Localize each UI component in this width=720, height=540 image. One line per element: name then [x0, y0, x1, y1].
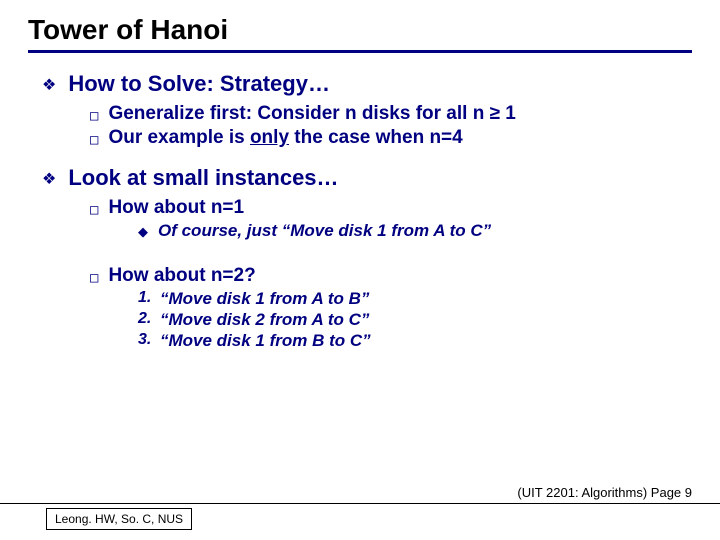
- section-heading-1: ❖ How to Solve: Strategy…: [42, 71, 692, 97]
- slide-title: Tower of Hanoi: [28, 14, 692, 53]
- sub-list-item: ◆ Of course, just “Move disk 1 from A to…: [138, 221, 692, 241]
- numbered-step: 3. “Move disk 1 from B to C”: [138, 331, 692, 351]
- list-item-text: Our example is only the case when n=4: [108, 127, 462, 149]
- square-bullet-icon: □: [90, 270, 98, 286]
- section-heading-1-text: How to Solve: Strategy…: [68, 71, 330, 97]
- numbered-step: 2. “Move disk 2 from A to C”: [138, 310, 692, 330]
- numbered-step: 1. “Move disk 1 from A to B”: [138, 289, 692, 309]
- square-bullet-icon: □: [90, 108, 98, 124]
- list-item: □ Generalize first: Consider n disks for…: [90, 103, 692, 125]
- list-item: □ How about n=2?: [90, 265, 692, 287]
- diamond-bullet-icon: ❖: [42, 169, 56, 189]
- section-heading-2: ❖ Look at small instances…: [42, 165, 692, 191]
- list-item-text: How about n=1: [108, 197, 244, 219]
- text-fragment: the case when n=4: [289, 127, 463, 148]
- square-bullet-icon: □: [90, 202, 98, 218]
- author-box: Leong. HW, So. C, NUS: [46, 508, 192, 530]
- step-text: “Move disk 1 from B to C”: [160, 331, 371, 351]
- step-number: 3.: [138, 331, 160, 349]
- footer-rule: [0, 503, 720, 504]
- step-number: 2.: [138, 310, 160, 328]
- step-text: “Move disk 2 from A to C”: [160, 310, 369, 330]
- solid-diamond-bullet-icon: ◆: [138, 224, 148, 240]
- diamond-bullet-icon: ❖: [42, 75, 56, 95]
- square-bullet-icon: □: [90, 132, 98, 148]
- list-item: □ How about n=1: [90, 197, 692, 219]
- list-item-text: Generalize first: Consider n disks for a…: [108, 103, 515, 125]
- text-fragment: Our example is: [108, 127, 250, 148]
- step-number: 1.: [138, 289, 160, 307]
- page-footer-right: (UIT 2201: Algorithms) Page 9: [517, 485, 692, 500]
- underlined-text: only: [250, 127, 289, 148]
- section-heading-2-text: Look at small instances…: [68, 165, 338, 191]
- step-text: “Move disk 1 from A to B”: [160, 289, 369, 309]
- list-item-text: How about n=2?: [108, 265, 255, 287]
- sub-list-item-text: Of course, just “Move disk 1 from A to C…: [158, 221, 491, 241]
- list-item: □ Our example is only the case when n=4: [90, 127, 692, 149]
